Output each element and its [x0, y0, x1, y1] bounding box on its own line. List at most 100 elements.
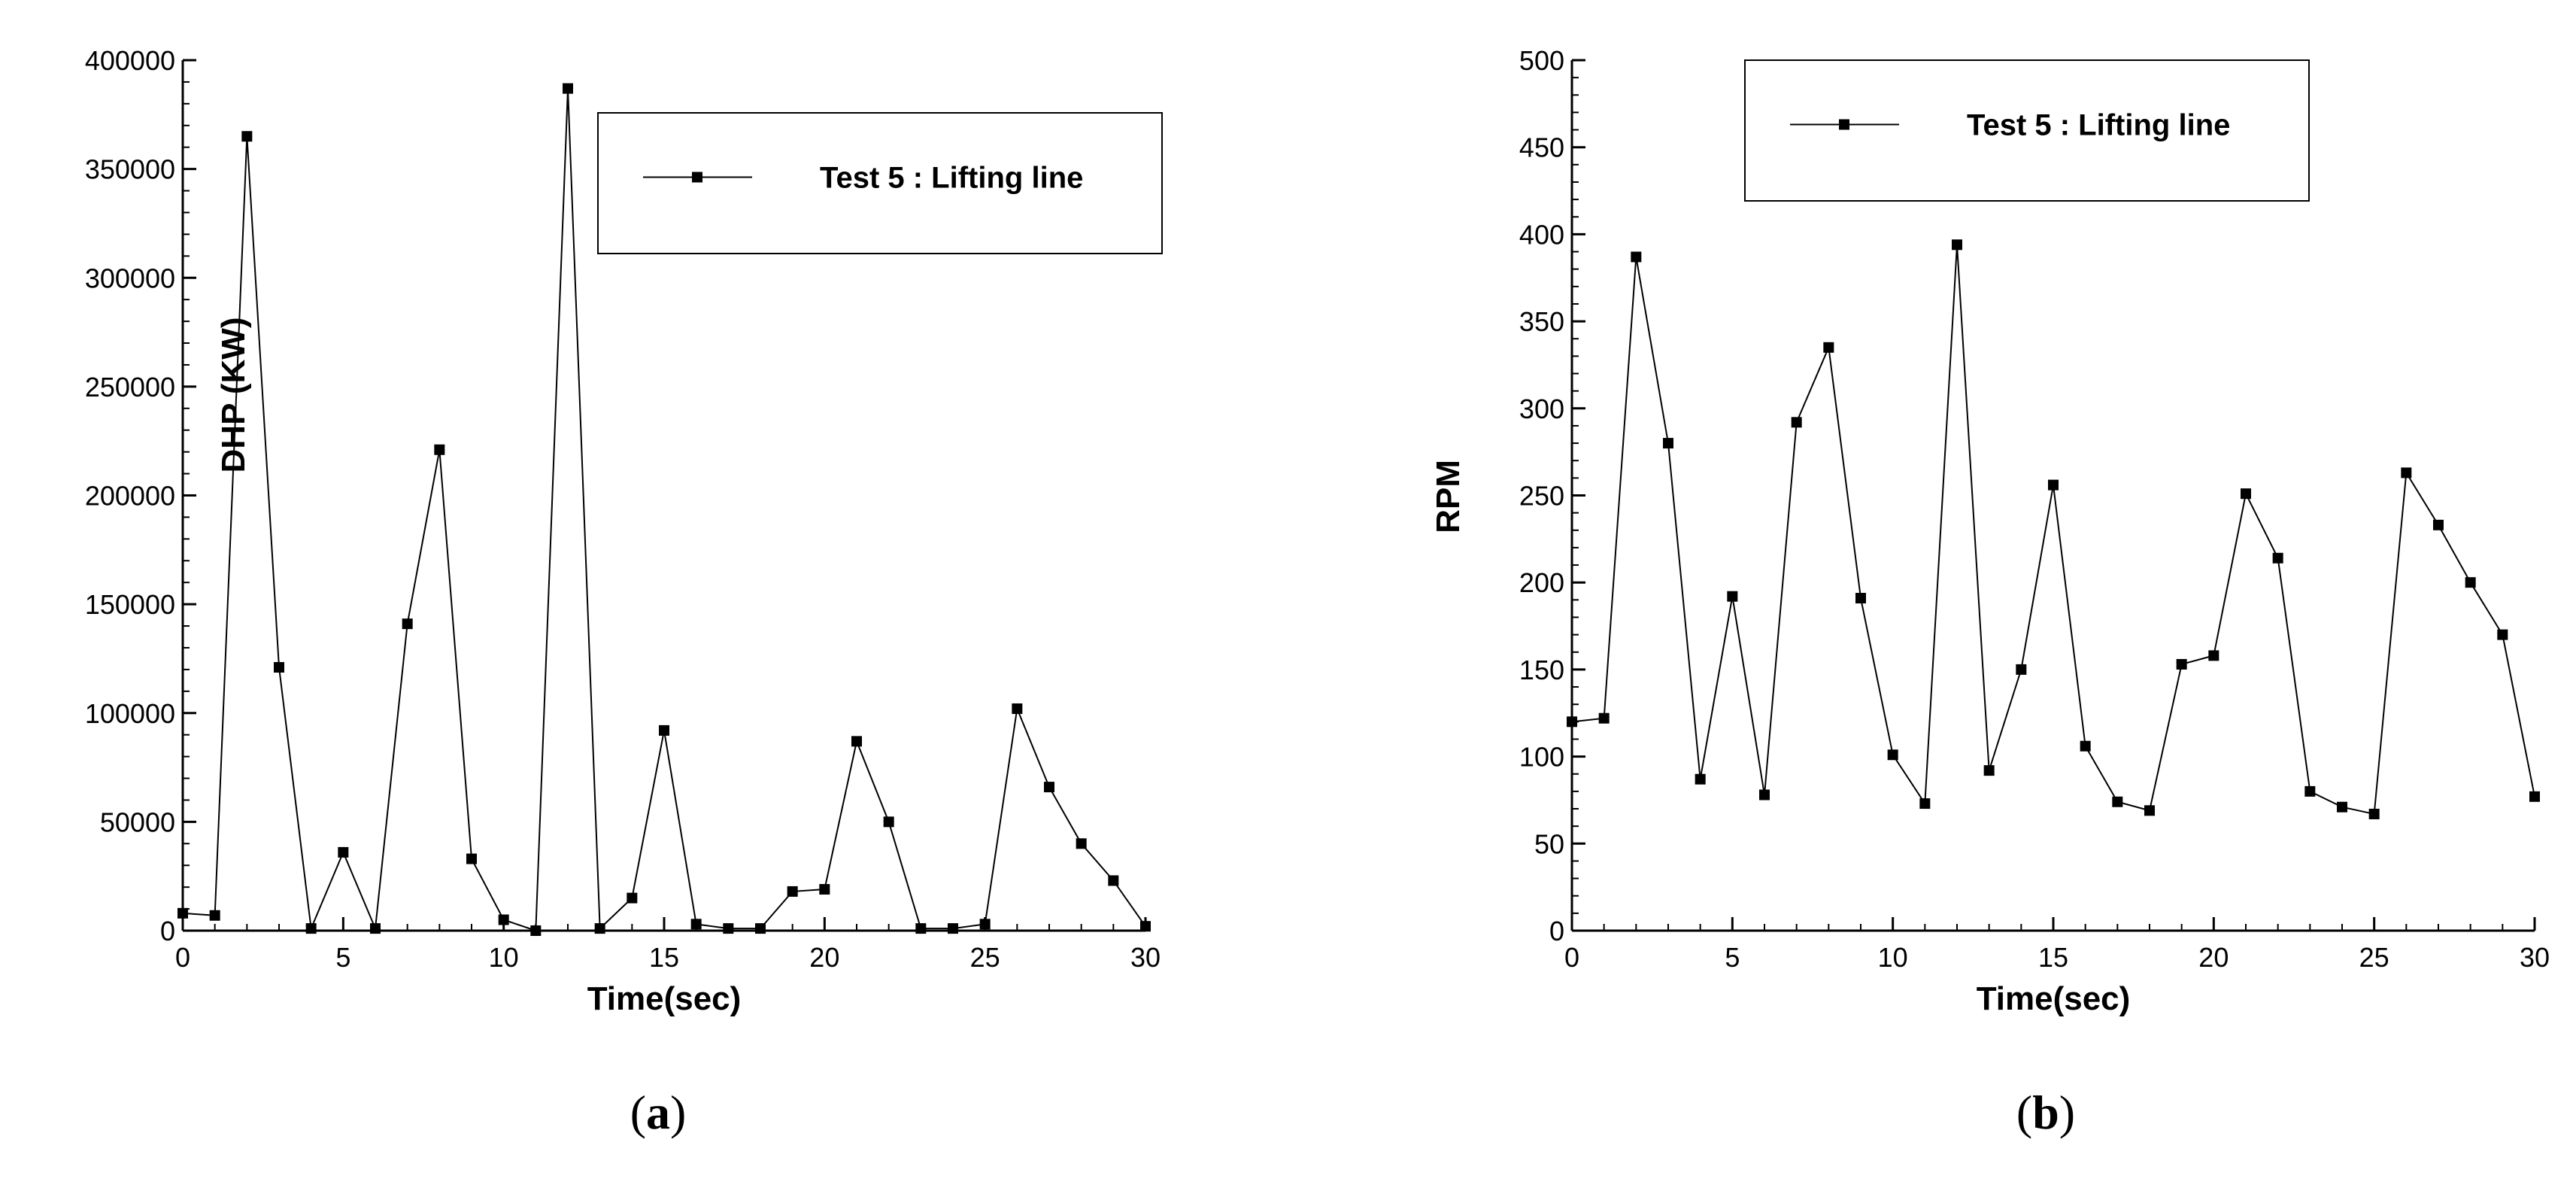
b-y-tick-label: 400 — [1519, 219, 1564, 250]
b-legend-label: Test 5 : Lifting line — [1967, 109, 2230, 142]
a-y-tick-label: 150000 — [85, 589, 175, 620]
b-y-tick-label: 450 — [1519, 132, 1564, 163]
b-data-point — [2337, 801, 2347, 813]
b-y-tick-label: 0 — [1549, 916, 1564, 946]
b-x-tick-label: 20 — [2198, 942, 2229, 973]
a-data-point — [1108, 875, 1119, 886]
b-data-point — [1759, 789, 1770, 800]
a-data-point — [851, 736, 862, 747]
a-legend-label: Test 5 : Lifting line — [820, 162, 1083, 195]
a-data-point — [530, 925, 542, 936]
a-data-point — [338, 846, 349, 858]
a-x-tick-label: 0 — [175, 942, 190, 973]
a-data-point — [1044, 782, 1054, 793]
b-x-tick-label: 5 — [1725, 942, 1740, 973]
a-data-point — [177, 907, 188, 919]
b-data-point — [2401, 467, 2412, 478]
a-data-point — [305, 923, 317, 934]
a-data-point — [819, 884, 830, 895]
a-x-tick-label: 15 — [649, 942, 679, 973]
a-y-tick-label: 350000 — [85, 154, 175, 185]
b-data-point — [1855, 593, 1866, 604]
a-data-point — [370, 923, 381, 934]
b-data-point — [1663, 438, 1673, 449]
a-data-point — [659, 725, 669, 736]
a-y-tick-label: 400000 — [85, 45, 175, 76]
b-data-point — [1695, 773, 1706, 785]
b-data-point — [1598, 712, 1610, 724]
a-data-point — [434, 444, 445, 455]
b-x-axis-label: Time(sec) — [1977, 980, 2131, 1017]
b-y-tick-label: 150 — [1519, 655, 1564, 685]
b-data-point — [2529, 791, 2540, 802]
caption-a: (a) — [630, 1086, 687, 1139]
b-data-point — [2144, 805, 2155, 816]
b-data-point — [1567, 716, 1577, 728]
a-data-point — [563, 83, 573, 94]
a-legend-marker — [692, 172, 702, 183]
b-data-point — [2080, 740, 2091, 752]
caption-b: (b) — [2016, 1086, 2075, 1139]
b-y-tick-label: 300 — [1519, 393, 1564, 424]
a-y-tick-label: 100000 — [85, 698, 175, 729]
b-data-point — [2272, 552, 2283, 564]
b-legend-marker — [1839, 119, 1849, 130]
b-y-tick-label: 50 — [1534, 828, 1564, 859]
a-data-point — [979, 919, 991, 930]
a-legend-box — [597, 112, 1163, 254]
b-data-point — [1823, 342, 1834, 353]
a-data-point — [627, 892, 638, 904]
b-data-point — [2465, 577, 2476, 588]
b-y-tick-label: 350 — [1519, 306, 1564, 337]
b-data-point — [1887, 749, 1898, 761]
a-y-tick-label: 250000 — [85, 372, 175, 403]
b-data-point — [2497, 629, 2508, 640]
a-x-tick-label: 20 — [809, 942, 839, 973]
a-data-point — [209, 910, 220, 921]
panel-b-chart: 0 50 100 150 200 250 300 350 400 450 500 0 5 10 15 20 25… — [1430, 45, 2550, 1017]
b-data-point — [1952, 239, 1962, 251]
b-data-point — [2241, 488, 2251, 500]
b-y-axis-label: RPM — [1430, 460, 1467, 533]
b-data-point — [2304, 785, 2316, 797]
a-x-axis-label: Time(sec) — [587, 980, 742, 1017]
a-data-point — [274, 662, 284, 673]
a-x-tick-label: 25 — [970, 942, 1000, 973]
a-y-tick-label: 200000 — [85, 481, 175, 512]
b-y-tick-label: 200 — [1519, 567, 1564, 598]
b-data-point — [1919, 798, 1931, 810]
b-data-point — [2208, 650, 2219, 661]
b-y-tick-label: 500 — [1519, 45, 1564, 76]
a-y-tick-label: 0 — [160, 916, 175, 946]
b-x-tick-label: 25 — [2359, 942, 2389, 973]
a-data-point — [690, 919, 702, 930]
a-data-point — [1076, 838, 1087, 849]
a-data-point — [1012, 703, 1023, 714]
a-data-point — [498, 914, 509, 925]
b-x-tick-label: 15 — [2038, 942, 2068, 973]
b-data-point — [2112, 796, 2123, 807]
a-y-tick-label: 300000 — [85, 263, 175, 293]
b-data-point — [2433, 519, 2444, 530]
b-x-tick-label: 10 — [1878, 942, 1908, 973]
a-x-tick-label: 5 — [335, 942, 350, 973]
b-data-point — [1791, 417, 1802, 428]
b-series-line — [1571, 245, 2535, 816]
b-y-tick-label: 250 — [1519, 481, 1564, 512]
a-data-point — [787, 886, 798, 897]
a-data-point — [723, 923, 734, 934]
a-data-point — [948, 923, 958, 934]
b-data-point — [1727, 591, 1738, 602]
a-data-point — [883, 816, 894, 828]
a-data-point — [1140, 921, 1151, 932]
a-data-point — [755, 923, 766, 934]
a-data-point — [594, 923, 605, 934]
b-x-tick-label: 0 — [1564, 942, 1579, 973]
b-data-point — [2176, 658, 2187, 670]
a-x-tick-label: 10 — [489, 942, 519, 973]
b-y-tick-label: 100 — [1519, 742, 1564, 773]
b-data-point — [1983, 765, 1995, 776]
b-legend-box — [1744, 59, 2310, 202]
a-x-tick-label: 30 — [1130, 942, 1161, 973]
b-data-point — [2016, 664, 2027, 675]
